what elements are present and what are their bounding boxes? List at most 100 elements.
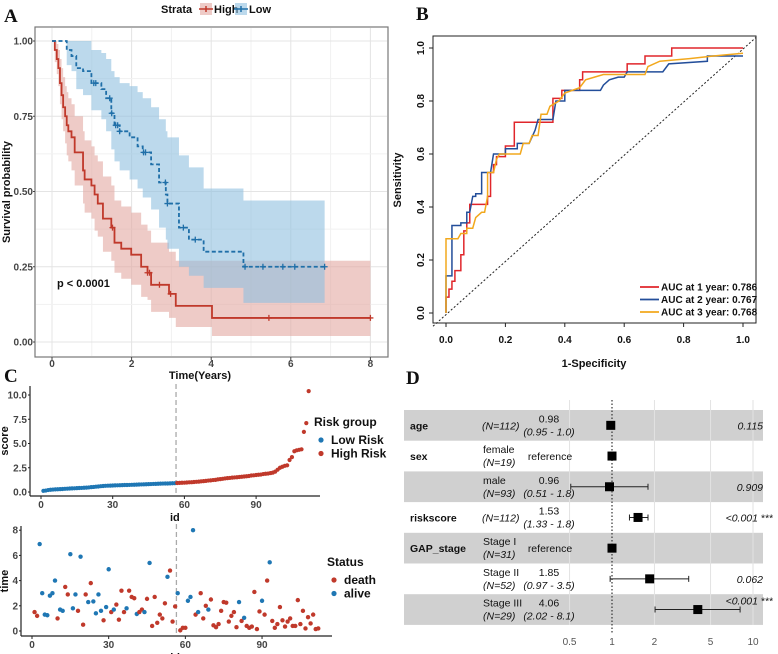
status-point-death xyxy=(203,603,209,608)
status-point-alive xyxy=(106,567,111,572)
censor-mark xyxy=(106,95,113,102)
variable-label: age xyxy=(410,420,428,432)
status-point-death xyxy=(316,626,321,631)
forest-row: riskscore (N=112) 1.53(1.33 - 1.8) <0.001 **… xyxy=(410,505,773,530)
x-tick-label: 2 xyxy=(652,637,658,648)
p-value: <0.001 xyxy=(726,512,758,524)
x-tick-label: 4 xyxy=(208,359,214,370)
status-point-death xyxy=(275,621,280,627)
x-tick-label: 0.5 xyxy=(563,637,577,648)
ci-cap xyxy=(654,606,741,613)
legend-label: AUC at 1 year: 0.786 xyxy=(661,283,758,294)
status-point-alive xyxy=(86,599,91,605)
x-tick-label: 1 xyxy=(609,637,615,648)
status-point-death xyxy=(183,625,188,631)
status-point-alive xyxy=(147,560,152,566)
level-label: male xyxy=(483,475,506,487)
legend-label: alive xyxy=(344,587,371,601)
hr-estimate: reference xyxy=(528,451,573,463)
panel-label-d: D xyxy=(406,368,420,389)
hr-estimate: 0.96 xyxy=(539,475,560,487)
forest-row: Stage III(N=29) 4.06(2.02 - 8.1) <0.001 *** xyxy=(483,596,773,623)
censor-mark xyxy=(265,314,272,321)
score-point xyxy=(306,389,311,394)
x-tick-label: 90 xyxy=(251,500,263,511)
status-point-alive xyxy=(236,599,242,605)
y-axis-label: Survival probability xyxy=(1,140,13,243)
status-point-alive xyxy=(98,608,104,614)
status-point-death xyxy=(272,625,278,631)
status-point-alive xyxy=(190,528,196,533)
x-tick-label: 0.6 xyxy=(617,335,631,346)
x-tick-label: 30 xyxy=(103,640,115,651)
n-label: (N=19) xyxy=(483,457,515,469)
status-point-death xyxy=(282,624,288,629)
status-point-death xyxy=(152,594,157,600)
legend-dot xyxy=(331,590,337,597)
x-tick-label: 5 xyxy=(708,637,714,648)
status-point-alive xyxy=(241,615,247,620)
status-point-death xyxy=(65,592,70,597)
x-tick-label: 0 xyxy=(38,500,44,511)
censor-mark xyxy=(146,269,153,276)
status-point-death xyxy=(218,608,224,614)
p-value: 0.909 xyxy=(737,482,763,494)
x-tick-label: 2 xyxy=(129,359,135,370)
status-point-alive xyxy=(188,594,193,600)
forest-row: male(N=93) 0.96(0.51 - 1.8) 0.909 xyxy=(483,475,763,500)
y-tick-label: 0.00 xyxy=(14,338,34,349)
censor-mark xyxy=(259,263,266,270)
censor-mark xyxy=(164,200,171,207)
status-point-death xyxy=(264,578,270,583)
y-tick-label: 6 xyxy=(12,551,18,562)
hr-marker xyxy=(605,482,615,492)
hr-marker xyxy=(607,543,617,553)
legend-label: Low xyxy=(249,4,271,16)
status-point-alive xyxy=(185,598,191,603)
y-axis-label: Sensitivity xyxy=(392,152,404,208)
roc-curve-3-year xyxy=(445,52,744,313)
y-tick-label: 8 xyxy=(12,526,18,537)
status-point-alive xyxy=(70,606,76,611)
legend-title: Risk group xyxy=(314,415,377,429)
roc-curve-2-year xyxy=(445,55,743,313)
legend-title: Status xyxy=(327,555,364,569)
hr-ci: (0.95 - 1.0) xyxy=(523,426,574,438)
x-tick-label: 1.0 xyxy=(736,335,750,346)
level-label: Stage II xyxy=(483,567,519,579)
x-axis-label: Time(Years) xyxy=(169,370,232,382)
status-point-alive xyxy=(50,591,55,596)
forest-row: age (N=112) 0.98(0.95 - 1.0) 0.115 xyxy=(410,413,763,438)
status-point-death xyxy=(88,580,93,586)
status-point-death xyxy=(75,608,81,614)
score-point xyxy=(289,454,295,460)
censor-mark xyxy=(291,263,298,270)
status-point-death xyxy=(226,619,232,624)
significance-stars: *** xyxy=(761,512,773,524)
status-point-death xyxy=(155,620,160,626)
roc-curve-1-year xyxy=(445,47,743,313)
legend-dot xyxy=(331,577,337,583)
score-point xyxy=(304,421,309,426)
status-point-alive xyxy=(165,574,170,580)
y-tick-label: 0.25 xyxy=(14,262,34,273)
y-tick-label: 0.0 xyxy=(416,306,427,320)
status-point-death xyxy=(303,626,308,631)
p-value: <0.001 xyxy=(726,596,758,608)
hr-marker xyxy=(645,574,655,584)
km-plot: 0.00 0.25 0.50 0.75 1.00 0 2 4 6 8 Time(Years) Surv… xyxy=(1,3,389,382)
status-point-alive xyxy=(91,599,96,604)
n-label: (N=29) xyxy=(483,611,515,623)
n-label: (N=112) xyxy=(482,512,519,524)
status-point-alive xyxy=(93,611,99,616)
level-label: Stage I xyxy=(483,536,516,548)
x-tick-label: 8 xyxy=(368,359,374,370)
forest-plot: 0.5 1 2 5 10 age (N=112) 0.98(0.95 - 1.0) 0.115 s… xyxy=(404,400,773,648)
status-point-alive xyxy=(45,613,50,618)
legend-label: death xyxy=(344,573,376,587)
status-point-death xyxy=(55,616,60,621)
score-point xyxy=(287,457,292,463)
n-label: (N=112) xyxy=(482,420,519,432)
hr-estimate: 1.85 xyxy=(539,567,560,579)
y-tick-label: 0.4 xyxy=(416,200,427,214)
